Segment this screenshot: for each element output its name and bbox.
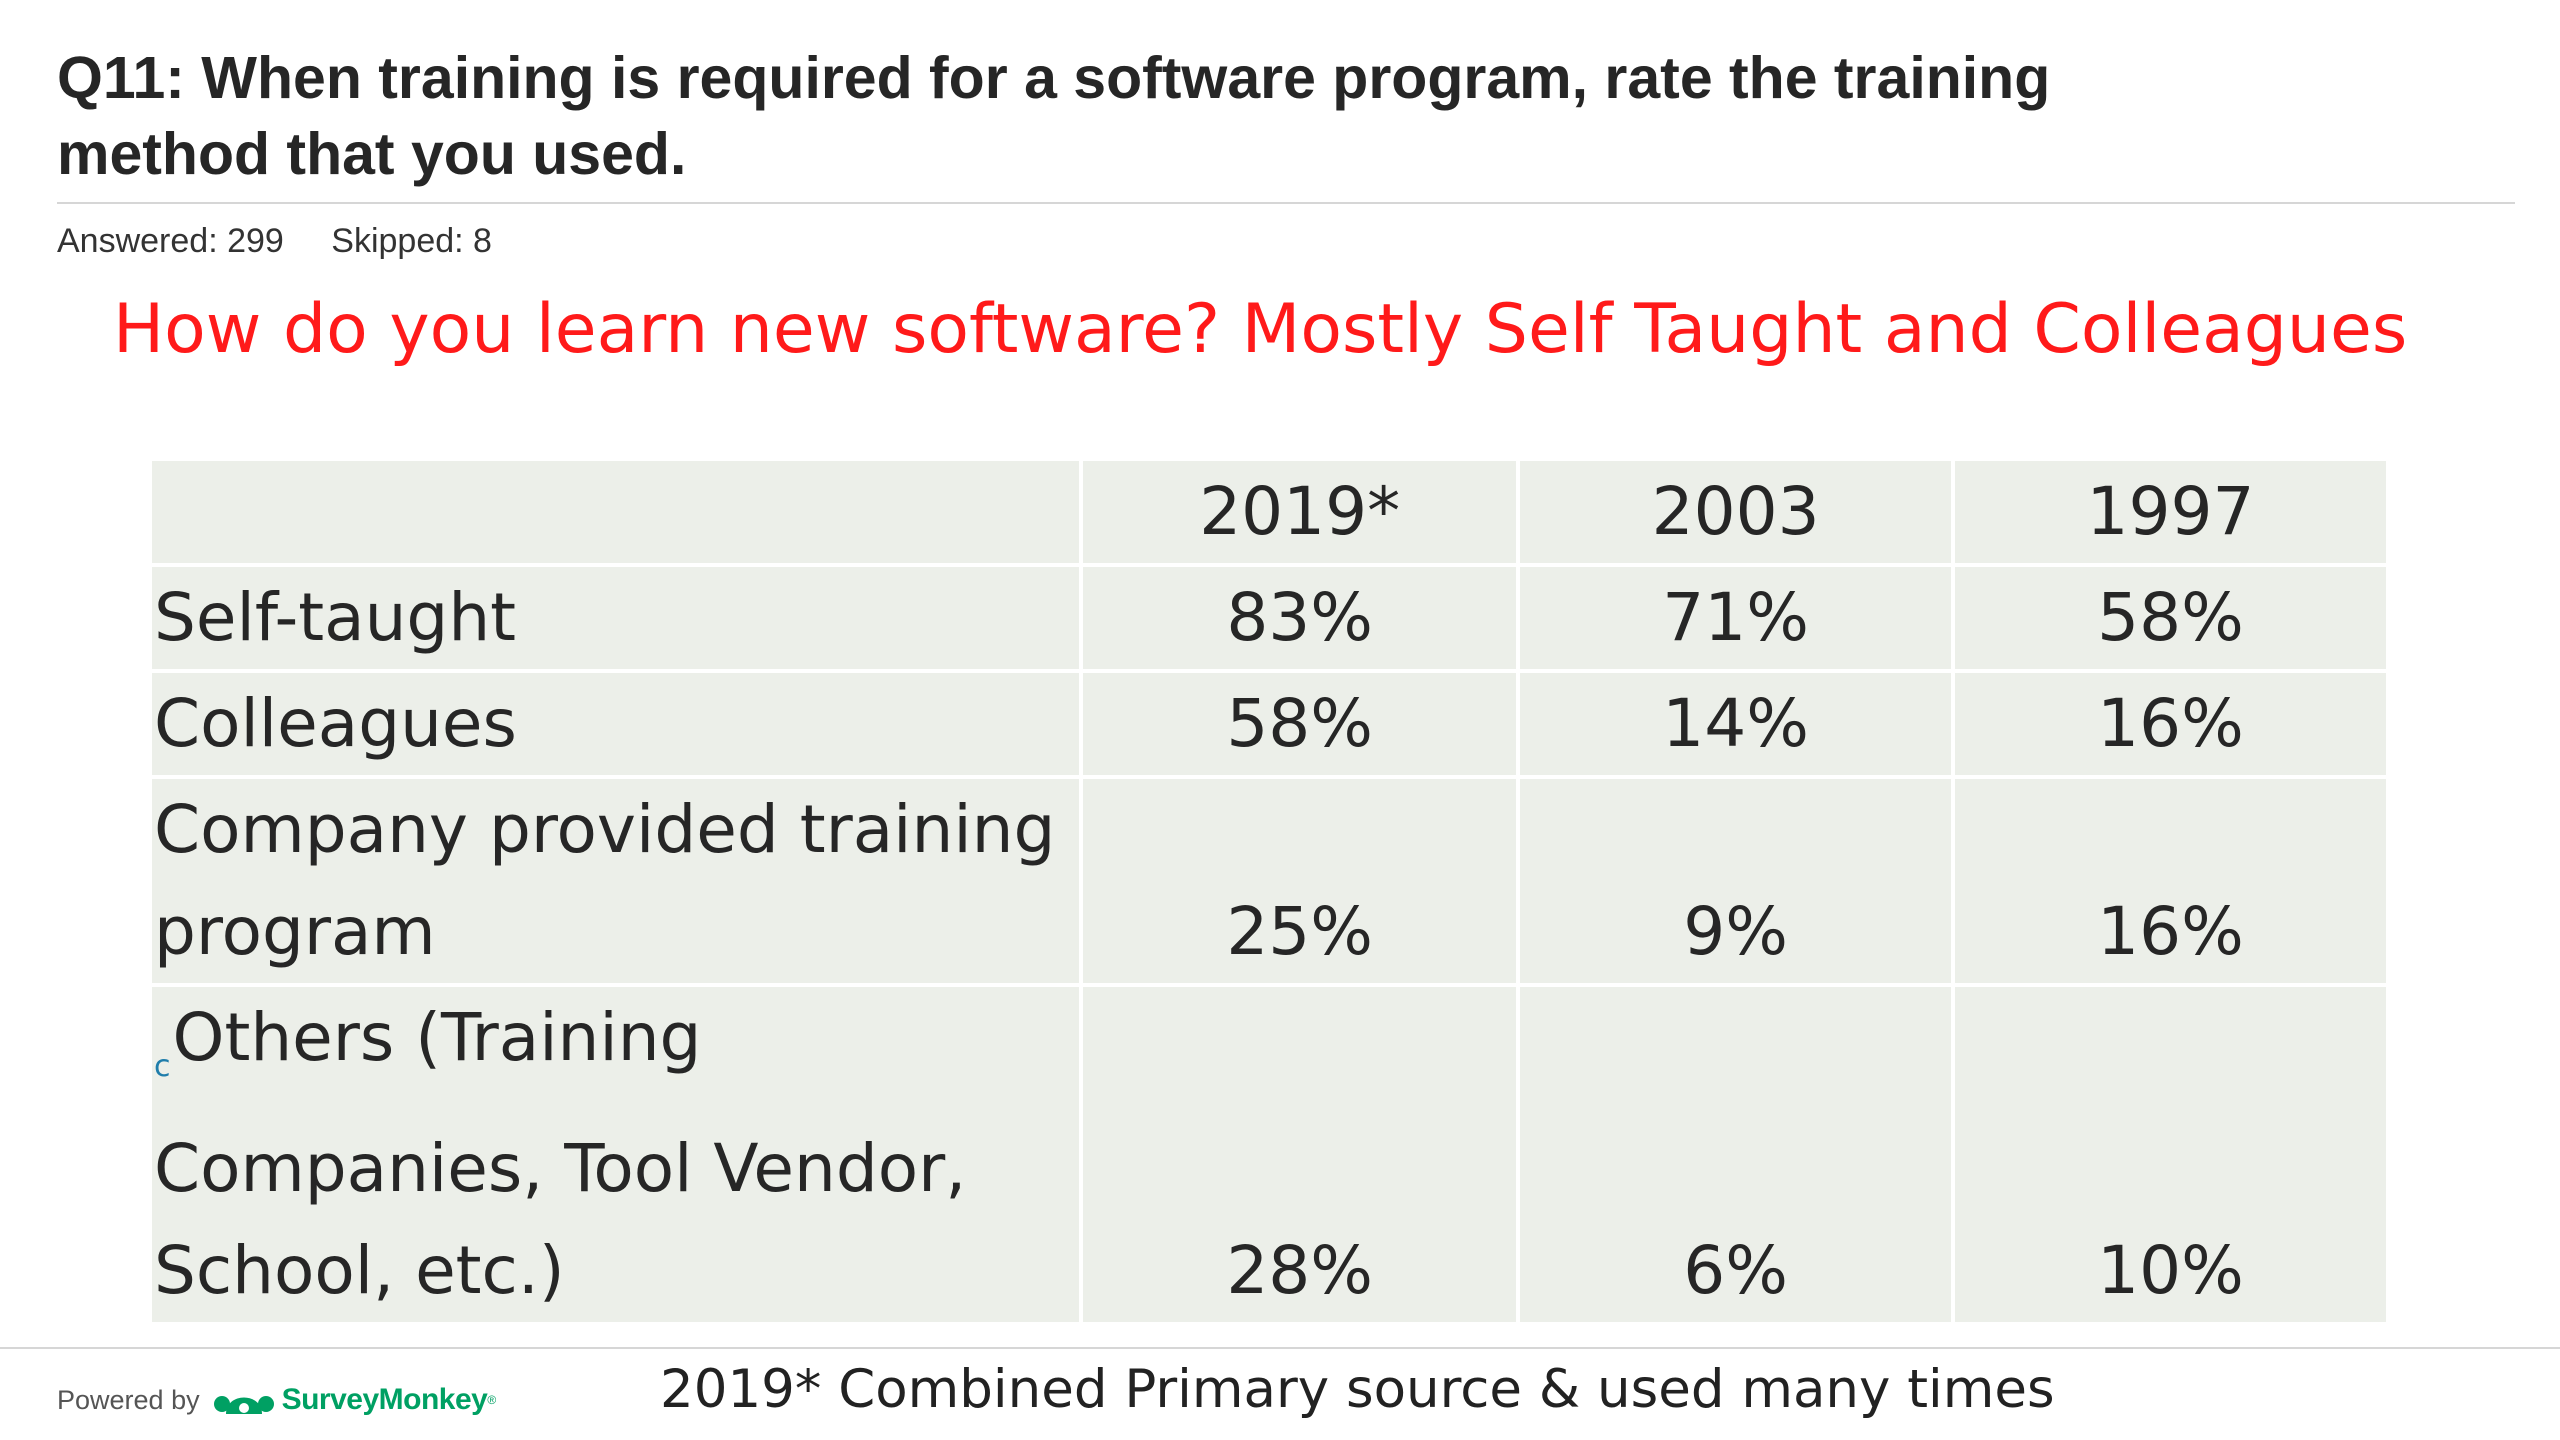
footnote: 2019* Combined Primary source & used man… bbox=[660, 1359, 2055, 1420]
table-row: Company provided training program 25% 9%… bbox=[152, 779, 2386, 983]
footer-divider bbox=[0, 1347, 2560, 1349]
header-cell-1997: 1997 bbox=[1955, 461, 2386, 563]
stray-mark: c bbox=[154, 1049, 171, 1084]
row-label-line: Company provided training bbox=[154, 791, 1056, 868]
cell-value: 58% bbox=[1083, 673, 1517, 775]
row-label-line: Companies, Tool Vendor, bbox=[154, 1130, 967, 1207]
surveymonkey-logo: SurveyMonkey ® bbox=[212, 1380, 497, 1420]
row-label-line: program bbox=[154, 893, 436, 970]
surveymonkey-wordmark: SurveyMonkey bbox=[281, 1383, 488, 1416]
cell-value: 14% bbox=[1520, 673, 1952, 775]
header-divider bbox=[57, 202, 2515, 204]
row-label-line: School, etc.) bbox=[154, 1232, 565, 1309]
cell-value: 16% bbox=[1955, 779, 2386, 983]
row-label-company-training: Company provided training program bbox=[152, 779, 1080, 983]
row-label-line: Colleagues bbox=[154, 685, 517, 762]
cell-value: 10% bbox=[1955, 987, 2386, 1322]
header-cell-2019: 2019* bbox=[1083, 461, 1517, 563]
response-stats: Answered: 299 Skipped: 8 bbox=[57, 222, 530, 261]
cell-value: 25% bbox=[1083, 779, 1517, 983]
cell-value: 16% bbox=[1955, 673, 2386, 775]
question-title: Q11: When training is required for a sof… bbox=[57, 40, 2457, 192]
row-label-colleagues: Colleagues bbox=[152, 673, 1080, 775]
skipped-count: Skipped: 8 bbox=[331, 222, 492, 260]
cell-value: 71% bbox=[1520, 567, 1952, 669]
row-label-self-taught: Self-taught bbox=[152, 567, 1080, 669]
surveymonkey-logo-icon bbox=[213, 1396, 274, 1414]
header-cell-2003: 2003 bbox=[1520, 461, 1952, 563]
row-label-text: Others (Training bbox=[172, 999, 702, 1076]
row-label-line: Self-taught bbox=[154, 579, 517, 656]
cell-value: 9% bbox=[1520, 779, 1952, 983]
trademark-mark: ® bbox=[487, 1393, 497, 1407]
slide-headline: How do you learn new software? Mostly Se… bbox=[113, 290, 2408, 369]
table-row: Colleagues 58% 14% 16% bbox=[152, 673, 2386, 775]
cell-value: 83% bbox=[1083, 567, 1517, 669]
answered-count: Answered: 299 bbox=[57, 222, 284, 260]
table-header-row: 2019* 2003 1997 bbox=[152, 461, 2386, 563]
question-title-line-2: method that you used. bbox=[57, 121, 687, 187]
cell-value: 58% bbox=[1955, 567, 2386, 669]
header-cell-empty bbox=[152, 461, 1080, 563]
cell-value: 28% bbox=[1083, 987, 1517, 1322]
row-label-line: cOthers (Training bbox=[154, 987, 1079, 1118]
table-row: Self-taught 83% 71% 58% bbox=[152, 567, 2386, 669]
table-row: cOthers (Training Companies, Tool Vendor… bbox=[152, 987, 2386, 1322]
powered-by: Powered by SurveyMonkey ® bbox=[57, 1378, 496, 1422]
powered-by-label: Powered by bbox=[57, 1384, 200, 1415]
question-title-line-1: Q11: When training is required for a sof… bbox=[57, 45, 2051, 111]
results-table: 2019* 2003 1997 Self-taught 83% 71% 58% … bbox=[148, 457, 2390, 1326]
cell-value: 6% bbox=[1520, 987, 1952, 1322]
row-label-others: cOthers (Training Companies, Tool Vendor… bbox=[152, 987, 1080, 1322]
